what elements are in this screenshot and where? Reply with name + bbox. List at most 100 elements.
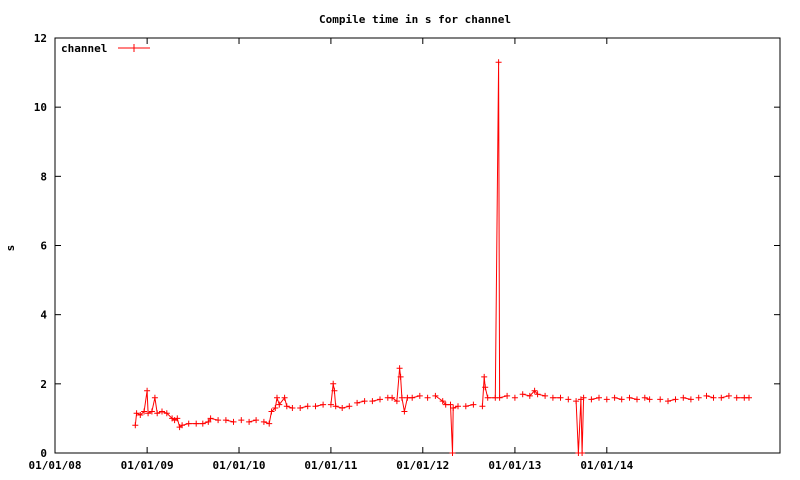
data-point bbox=[132, 422, 139, 429]
data-point bbox=[449, 450, 456, 456]
data-point bbox=[401, 408, 408, 415]
chart-title: Compile time in s for channel bbox=[319, 13, 511, 26]
y-tick-label: 4 bbox=[40, 309, 47, 322]
data-point bbox=[603, 396, 610, 403]
data-point bbox=[272, 405, 279, 411]
data-point bbox=[565, 396, 572, 403]
data-point bbox=[238, 417, 245, 424]
data-point bbox=[339, 405, 346, 411]
data-point bbox=[354, 399, 361, 406]
data-point bbox=[154, 410, 161, 417]
x-tick-label: 01/01/10 bbox=[213, 459, 266, 472]
data-point bbox=[268, 408, 275, 415]
data-point bbox=[174, 415, 181, 422]
data-point bbox=[447, 401, 454, 408]
data-point bbox=[481, 373, 488, 380]
data-point bbox=[289, 405, 296, 411]
x-tick-label: 01/01/12 bbox=[396, 459, 449, 472]
data-point bbox=[369, 398, 376, 405]
data-point bbox=[276, 401, 283, 408]
data-point bbox=[205, 418, 212, 425]
data-point bbox=[703, 392, 710, 399]
data-point bbox=[534, 391, 541, 398]
data-point bbox=[733, 394, 740, 401]
data-point bbox=[504, 392, 511, 399]
data-point bbox=[626, 394, 633, 401]
data-point bbox=[680, 394, 687, 401]
data-point bbox=[274, 394, 280, 401]
data-point bbox=[588, 396, 595, 403]
data-point bbox=[580, 394, 587, 401]
data-point bbox=[634, 396, 640, 403]
plot-frame bbox=[54, 37, 781, 454]
data-point bbox=[304, 403, 311, 410]
data-point bbox=[246, 418, 253, 425]
data-point bbox=[432, 392, 439, 399]
data-point bbox=[496, 394, 503, 401]
data-point bbox=[281, 394, 288, 401]
data-point bbox=[665, 398, 671, 405]
data-point bbox=[725, 392, 732, 399]
data-point bbox=[416, 392, 423, 399]
data-point bbox=[327, 401, 334, 408]
data-point bbox=[396, 365, 403, 372]
data-point bbox=[557, 394, 564, 401]
y-tick-label: 10 bbox=[34, 101, 47, 114]
y-tick-label: 8 bbox=[40, 170, 47, 183]
data-point bbox=[266, 420, 273, 427]
series-layer bbox=[132, 59, 752, 456]
data-point bbox=[641, 394, 648, 401]
y-tick-label: 6 bbox=[40, 240, 47, 253]
y-axis-label: s bbox=[4, 245, 17, 252]
data-point bbox=[462, 403, 469, 410]
data-point bbox=[596, 394, 602, 401]
data-point bbox=[312, 403, 319, 410]
data-point bbox=[672, 396, 679, 403]
legend: channel bbox=[61, 42, 150, 55]
data-point bbox=[484, 394, 491, 401]
data-point bbox=[687, 396, 694, 403]
data-point bbox=[389, 394, 396, 401]
data-point bbox=[144, 387, 151, 394]
data-point bbox=[450, 405, 457, 411]
data-point bbox=[611, 394, 618, 401]
data-point bbox=[549, 394, 556, 401]
y-tick-label: 2 bbox=[40, 378, 47, 391]
data-point bbox=[579, 450, 586, 456]
data-point bbox=[455, 403, 461, 410]
data-point bbox=[397, 373, 404, 380]
data-point bbox=[526, 392, 533, 399]
data-point bbox=[185, 420, 192, 427]
y-tick-label: 0 bbox=[40, 447, 47, 460]
legend-marker-channel bbox=[130, 44, 138, 52]
x-tick-label: 01/01/13 bbox=[488, 459, 541, 472]
data-point bbox=[479, 403, 486, 410]
data-point bbox=[230, 418, 237, 425]
x-tick-label: 01/01/11 bbox=[304, 459, 357, 472]
data-point bbox=[330, 380, 337, 387]
data-point bbox=[657, 396, 664, 403]
data-point bbox=[141, 408, 148, 415]
data-point bbox=[482, 384, 489, 391]
y-tick-label: 12 bbox=[34, 32, 47, 45]
data-point bbox=[260, 418, 267, 425]
data-point bbox=[193, 420, 200, 427]
data-point bbox=[409, 394, 416, 401]
data-point bbox=[199, 420, 206, 427]
data-point bbox=[163, 410, 170, 417]
data-point bbox=[207, 415, 214, 422]
data-point bbox=[439, 398, 446, 405]
data-point bbox=[511, 394, 518, 401]
x-tick-label: 01/01/09 bbox=[121, 459, 174, 472]
data-point bbox=[320, 401, 327, 408]
data-point bbox=[573, 398, 580, 405]
x-tick-label: 01/01/14 bbox=[580, 459, 633, 472]
data-point bbox=[519, 391, 526, 398]
data-point bbox=[148, 408, 155, 415]
data-point bbox=[495, 59, 502, 66]
data-point bbox=[542, 392, 549, 399]
data-point bbox=[137, 412, 144, 418]
data-point bbox=[297, 405, 304, 411]
data-point bbox=[346, 403, 353, 410]
